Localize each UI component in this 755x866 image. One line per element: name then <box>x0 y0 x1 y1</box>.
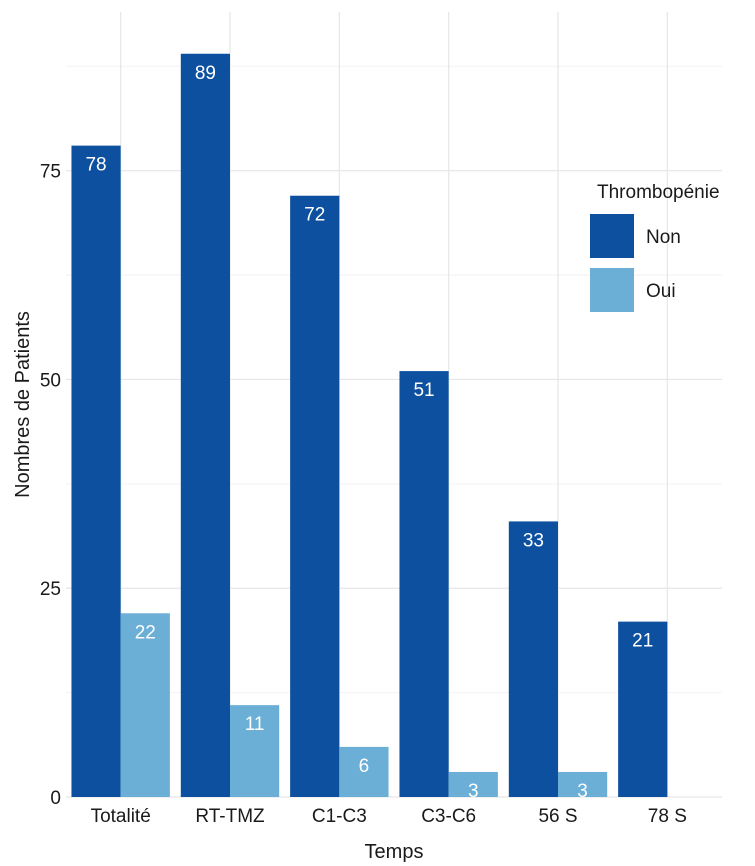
x-tick-label: C3-C6 <box>421 806 476 827</box>
y-axis-ticks: 0 25 50 75 <box>40 162 61 809</box>
x-tick-label: C1-C3 <box>312 806 367 827</box>
bar-value-label: 3 <box>468 781 479 802</box>
bar-value-label: 3 <box>577 781 588 802</box>
bar-oui <box>448 771 498 797</box>
y-tick-label: 25 <box>40 579 61 600</box>
bar-value-label: 21 <box>632 631 653 652</box>
bar-value-label: 89 <box>195 63 216 84</box>
bar-value-label: 78 <box>85 155 106 176</box>
bar-value-label: 22 <box>135 622 156 643</box>
legend-key-non <box>590 214 634 258</box>
y-tick-label: 0 <box>50 788 61 809</box>
bar-non <box>618 621 668 797</box>
bar-oui <box>339 746 389 797</box>
legend-label-non: Non <box>646 227 681 248</box>
y-axis-title: Nombres de Patients <box>12 311 34 498</box>
bar-value-label: 51 <box>413 380 434 401</box>
bar-oui <box>558 771 608 797</box>
bar-value-label: 72 <box>304 205 325 226</box>
legend-label-oui: Oui <box>646 281 676 302</box>
bar-oui <box>120 613 170 797</box>
bar-value-label: 33 <box>523 530 544 551</box>
bar-non <box>180 53 230 798</box>
y-tick-label: 75 <box>40 162 61 183</box>
bar-non <box>290 195 340 798</box>
x-tick-label: Totalité <box>91 806 151 827</box>
y-tick-label: 50 <box>40 370 61 391</box>
bar-value-label: 6 <box>359 756 370 777</box>
x-axis-title: Temps <box>365 841 424 863</box>
legend-key-oui <box>590 268 634 312</box>
x-tick-label: RT-TMZ <box>195 806 265 827</box>
bar-oui <box>230 705 280 797</box>
bar-non <box>508 521 558 797</box>
x-tick-label: 56 S <box>538 806 577 827</box>
legend: Thrombopénie Non Oui <box>590 182 720 312</box>
bar-value-label: 11 <box>245 714 265 735</box>
legend-title: Thrombopénie <box>597 182 720 203</box>
x-tick-label: 78 S <box>648 806 687 827</box>
bar-non <box>399 371 449 797</box>
x-axis-ticks: Totalité RT-TMZ C1-C3 C3-C6 56 S 78 S <box>91 806 687 827</box>
bar-non <box>71 145 121 798</box>
